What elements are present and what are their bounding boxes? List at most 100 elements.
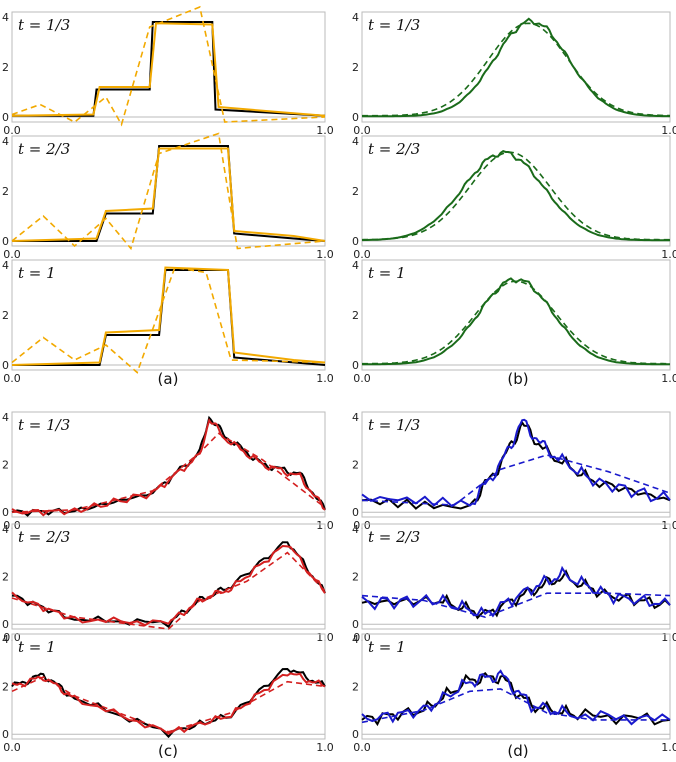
- y-tick-label: 2: [352, 681, 359, 694]
- time-label: t = 1/3: [18, 416, 70, 434]
- x-tick-label: 1.0: [661, 741, 676, 754]
- time-label: t = 2/3: [368, 528, 420, 546]
- series-line-3: [361, 592, 671, 618]
- subplot-a-1: 0 2 4 0.0 1.0 t = 1/3: [2, 5, 334, 137]
- series-line-1: [11, 541, 326, 629]
- x-tick-label: 0.0: [353, 741, 371, 754]
- y-tick-label: 4: [2, 259, 9, 272]
- y-tick-label: 0: [2, 235, 9, 248]
- series-line-1: [361, 149, 670, 242]
- x-tick-label: 1.0: [316, 248, 334, 261]
- series-line-1: [12, 21, 326, 117]
- y-tick-label: 4: [352, 633, 359, 646]
- y-tick-label: 4: [352, 11, 359, 24]
- time-label: t = 1/3: [18, 16, 70, 34]
- y-tick-label: 0: [2, 111, 9, 124]
- x-tick-label: 1.0: [661, 248, 676, 261]
- x-tick-label: 0.0: [353, 124, 371, 137]
- axes-frame: [11, 135, 326, 247]
- series-line-2: [11, 672, 326, 735]
- series-line-2: [361, 669, 671, 726]
- x-tick-label: 0.0: [353, 248, 371, 261]
- x-tick-label: 1.0: [316, 124, 334, 137]
- y-tick-label: 0: [2, 728, 9, 741]
- axes-frame: [361, 411, 671, 518]
- x-tick-label: 0.0: [3, 741, 21, 754]
- y-tick-label: 4: [2, 633, 9, 646]
- series-line-3: [11, 676, 326, 733]
- x-tick-label: 0.0: [3, 372, 21, 385]
- y-tick-label: 4: [352, 411, 359, 424]
- y-tick-label: 0: [2, 618, 9, 631]
- y-tick-label: 2: [2, 571, 9, 584]
- y-tick-label: 4: [2, 523, 9, 536]
- y-tick-label: 0: [352, 618, 359, 631]
- y-tick-label: 0: [352, 359, 359, 372]
- time-label: t = 1/3: [368, 16, 420, 34]
- series-line-3: [11, 551, 326, 630]
- subplot-a-2: 0 2 4 0.0 1.0 t = 2/3: [2, 132, 334, 261]
- panel-label-a: (a): [158, 370, 179, 388]
- y-tick-label: 0: [352, 235, 359, 248]
- x-tick-label: 0.0: [3, 124, 21, 137]
- series-line-1: [361, 569, 671, 620]
- series-line-2: [362, 280, 670, 365]
- axes-frame: [361, 633, 671, 740]
- subplot-b-3: 0 2 4 0.0 1.0 t = 1: [352, 259, 676, 385]
- time-label: t = 1/3: [368, 416, 420, 434]
- y-tick-label: 0: [352, 111, 359, 124]
- y-tick-label: 4: [352, 259, 359, 272]
- series-line-3: [361, 454, 671, 506]
- series-line-3: [11, 432, 326, 513]
- panel-label-d: (d): [507, 742, 528, 760]
- axes-frame: [361, 523, 671, 630]
- axes-frame: [361, 135, 671, 247]
- series-line-2: [11, 147, 326, 242]
- subplot-c-3: 0 2 4 0.0 1.0 t = 1: [2, 633, 334, 754]
- series-line-1: [362, 277, 670, 366]
- series-line-1: [12, 145, 326, 242]
- x-tick-label: 1.0: [661, 372, 676, 385]
- series-line-1: [11, 415, 326, 517]
- series-line-2: [11, 266, 326, 366]
- y-tick-label: 2: [2, 309, 9, 322]
- series-line-3: [11, 5, 326, 127]
- axes-frame: [361, 259, 671, 371]
- subplot-b-2: 0 2 4 0.0 1.0 t = 2/3: [352, 135, 676, 261]
- y-tick-label: 2: [2, 61, 9, 74]
- y-tick-label: 4: [2, 135, 9, 148]
- y-tick-label: 2: [352, 185, 359, 198]
- time-label: t = 1: [18, 638, 56, 656]
- axes-frame: [11, 411, 326, 518]
- series-line-2: [361, 418, 671, 508]
- x-tick-label: 1.0: [661, 124, 676, 137]
- series-line-1: [362, 17, 671, 118]
- x-tick-label: 1.0: [316, 372, 334, 385]
- y-tick-label: 2: [2, 681, 9, 694]
- time-label: t = 2/3: [18, 528, 70, 546]
- time-label: t = 1: [368, 638, 406, 656]
- panel-label-c: (c): [158, 742, 178, 760]
- y-tick-label: 0: [352, 506, 359, 519]
- time-label: t = 2/3: [18, 140, 70, 158]
- subplot-a-3: 0 2 4 0.0 1.0 t = 1: [2, 259, 334, 385]
- y-tick-label: 2: [352, 459, 359, 472]
- subplot-b-1: 0 2 4 0.0 1.0 t = 1/3: [352, 11, 676, 137]
- series-line-2: [11, 22, 326, 117]
- x-tick-label: 0.0: [3, 248, 21, 261]
- y-tick-label: 0: [2, 359, 9, 372]
- x-tick-label: 1.0: [661, 519, 676, 532]
- series-line-2: [361, 151, 670, 241]
- axes-frame: [11, 11, 326, 123]
- x-tick-label: 1.0: [316, 741, 334, 754]
- y-tick-label: 2: [352, 61, 359, 74]
- axes-frame: [11, 259, 326, 371]
- series-line-2: [11, 418, 326, 517]
- panel-label-b: (b): [507, 370, 528, 388]
- y-tick-label: 0: [2, 506, 9, 519]
- y-tick-label: 0: [352, 728, 359, 741]
